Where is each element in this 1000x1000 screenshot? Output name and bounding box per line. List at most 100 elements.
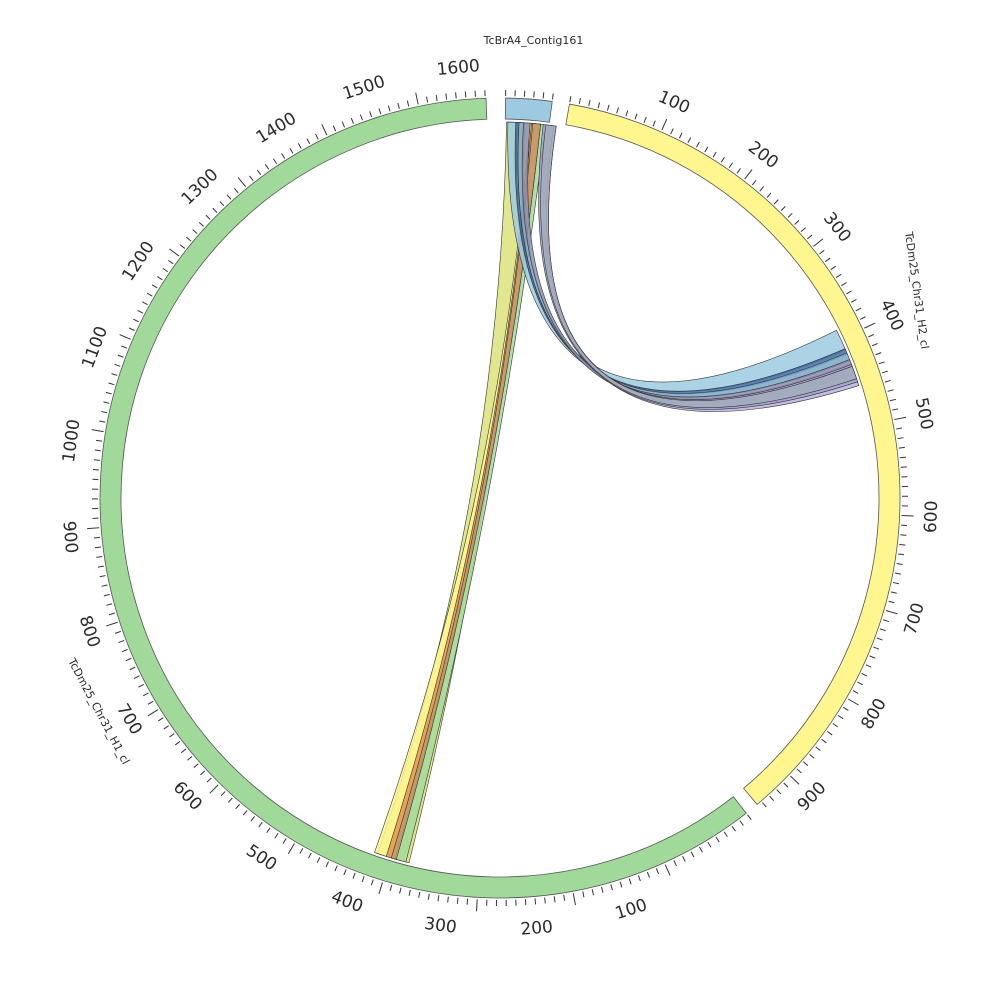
tick-h1-11 bbox=[655, 868, 660, 875]
tick-h1-9 bbox=[673, 860, 677, 867]
tick-h1-16 bbox=[610, 884, 613, 891]
tick-h2-86 bbox=[815, 746, 821, 751]
tick-h1-69 bbox=[158, 717, 164, 722]
tick-h1-8 bbox=[682, 855, 686, 862]
tick-h1-60 bbox=[209, 784, 219, 794]
tick-h1-128 bbox=[226, 194, 232, 200]
tick-h1-23 bbox=[544, 897, 546, 904]
tick-h1-55 bbox=[250, 816, 255, 822]
segment-contig bbox=[504, 97, 553, 123]
tick-label-h1-1400: 1400 bbox=[253, 109, 300, 149]
tick-h1-135 bbox=[281, 153, 286, 159]
tick-h1-7 bbox=[690, 851, 695, 858]
tick-h1-88 bbox=[94, 546, 102, 549]
links-layer bbox=[374, 121, 860, 864]
tick-h1-64 bbox=[187, 756, 193, 761]
tick-h1-4 bbox=[715, 836, 720, 843]
tick-h1-72 bbox=[142, 692, 149, 697]
tick-h2-91 bbox=[783, 782, 789, 788]
tick-h2-39 bbox=[859, 316, 866, 320]
tick-h2-82 bbox=[837, 715, 844, 720]
tick-h1-136 bbox=[289, 148, 294, 154]
tick-label-h2-500: 500 bbox=[911, 396, 937, 432]
tick-h1-97 bbox=[93, 459, 100, 461]
tick-h2-71 bbox=[882, 619, 890, 623]
tick-h2-32 bbox=[824, 257, 831, 263]
tick-h2-8 bbox=[643, 116, 647, 123]
tick-h1-111 bbox=[128, 327, 135, 331]
tick-h1-47 bbox=[316, 857, 321, 863]
tick-label-h2-700: 700 bbox=[901, 601, 929, 638]
tick-h2-94 bbox=[762, 802, 767, 808]
tick-h2-45 bbox=[881, 370, 888, 374]
tick-h1-65 bbox=[180, 748, 187, 754]
tick-h2-16 bbox=[712, 151, 717, 158]
tick-h2-13 bbox=[687, 137, 692, 143]
tick-h2-46 bbox=[884, 379, 891, 383]
tick-h1-38 bbox=[399, 887, 402, 894]
tick-h1-154 bbox=[455, 92, 457, 99]
tick-h2-33 bbox=[830, 265, 837, 270]
tick-h1-83 bbox=[103, 593, 110, 597]
tick-h2-34 bbox=[835, 273, 842, 279]
tick-h1-101 bbox=[99, 420, 106, 423]
tick-h1-127 bbox=[219, 201, 225, 207]
tick-h1-119 bbox=[168, 259, 174, 265]
tick-h1-149 bbox=[406, 100, 410, 107]
tick-h2-30 bbox=[813, 238, 824, 247]
tick-h1-58 bbox=[227, 797, 233, 803]
tick-h1-115 bbox=[146, 292, 153, 297]
tick-h1-102 bbox=[101, 410, 108, 414]
tick-h1-21 bbox=[563, 894, 566, 901]
tick-h1-56 bbox=[242, 810, 248, 816]
tick-h2-83 bbox=[832, 723, 839, 728]
tick-h1-112 bbox=[133, 318, 139, 323]
tick-h1-44 bbox=[343, 869, 347, 876]
tick-h1-35 bbox=[427, 893, 430, 900]
tick-h1-40 bbox=[378, 882, 383, 895]
tick-h1-15 bbox=[619, 881, 623, 888]
tick-h1-43 bbox=[352, 872, 356, 879]
tick-h1-70 bbox=[147, 709, 159, 717]
tick-label-h1-200: 200 bbox=[520, 917, 554, 940]
tick-h2-88 bbox=[803, 761, 809, 767]
tick-h1-20 bbox=[572, 893, 576, 906]
ticks-layer bbox=[87, 90, 914, 912]
tick-h1-125 bbox=[205, 214, 211, 220]
tick-h1-53 bbox=[266, 827, 271, 834]
tick-h1-14 bbox=[628, 878, 632, 885]
tick-h2-10 bbox=[661, 118, 668, 131]
tick-h2-92 bbox=[776, 789, 782, 795]
tick-h1-52 bbox=[274, 832, 279, 839]
tick-h2-41 bbox=[868, 334, 875, 338]
tick-h2-77 bbox=[861, 672, 868, 677]
tick-h2-5 bbox=[616, 107, 619, 114]
tick-h1-90 bbox=[87, 527, 100, 530]
tick-label-h1-1200: 1200 bbox=[118, 238, 158, 285]
tick-h1-104 bbox=[105, 391, 112, 395]
tick-h1-54 bbox=[258, 821, 263, 828]
tick-h2-44 bbox=[878, 361, 885, 365]
tick-h2-79 bbox=[852, 690, 859, 694]
tick-h1-87 bbox=[96, 556, 103, 558]
tick-h2-70 bbox=[885, 610, 898, 615]
tick-h2-25 bbox=[780, 206, 786, 212]
tick-label-h1-100: 100 bbox=[613, 895, 650, 924]
tick-label-h1-400: 400 bbox=[328, 887, 365, 917]
tick-h2-69 bbox=[888, 600, 895, 604]
tick-h2-18 bbox=[728, 162, 733, 168]
tick-h1-100 bbox=[91, 429, 104, 433]
tick-contig-4 bbox=[542, 92, 545, 99]
tick-h1-0 bbox=[747, 814, 752, 820]
tick-h1-110 bbox=[119, 334, 131, 340]
tick-h1-66 bbox=[174, 740, 181, 746]
tick-label-h2-400: 400 bbox=[876, 296, 908, 334]
tick-h1-82 bbox=[106, 603, 113, 606]
tick-h1-133 bbox=[264, 164, 270, 170]
tick-h2-62 bbox=[900, 534, 907, 536]
tick-h1-85 bbox=[99, 575, 106, 578]
tick-h2-43 bbox=[875, 352, 882, 356]
tick-h1-34 bbox=[437, 895, 440, 902]
tick-h1-138 bbox=[306, 138, 311, 145]
